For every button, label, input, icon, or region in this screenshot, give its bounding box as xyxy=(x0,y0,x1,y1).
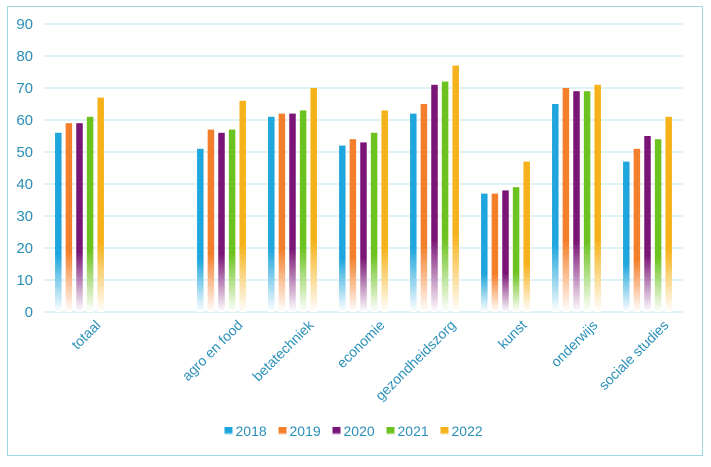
bar-2022-sociale studies xyxy=(665,116,672,312)
bar-2021-agro en food xyxy=(228,129,236,312)
legend-swatch xyxy=(386,427,395,435)
y-tick-label: 40 xyxy=(16,176,33,193)
y-tick-label: 70 xyxy=(16,80,33,97)
y-tick-label: 20 xyxy=(16,240,33,257)
legend-swatch xyxy=(224,427,233,435)
legend-label: 2021 xyxy=(398,423,429,439)
legend-label: 2019 xyxy=(290,423,321,439)
bar-2020-gezondheidszorg xyxy=(431,84,438,312)
bar-2018-kunst xyxy=(481,193,488,312)
bar-2022-agro en food xyxy=(239,100,246,312)
legend-item-2022: 2022 xyxy=(440,423,483,439)
bar-2020-totaal xyxy=(76,123,83,312)
bar-2019-economie xyxy=(349,139,357,312)
legend-label: 2020 xyxy=(344,423,375,439)
y-tick-label: 60 xyxy=(16,112,33,129)
bar-2019-totaal xyxy=(65,123,73,312)
x-axis-labels: totaal agro en food betatechniek economiege… xyxy=(68,316,672,403)
bar-2020-kunst xyxy=(502,190,509,312)
bar-2019-agro en food xyxy=(207,129,215,312)
y-tick-label: 80 xyxy=(16,48,33,65)
x-category-label: kunst xyxy=(495,317,530,352)
bar-2022-kunst xyxy=(523,161,530,312)
legend-swatch xyxy=(332,427,341,435)
bar-2022-onderwijs xyxy=(594,84,601,312)
bar-2018-sociale studies xyxy=(623,161,630,312)
x-category-label: agro en food xyxy=(179,317,246,384)
y-tick-label: 90 xyxy=(16,16,33,33)
legend-item-2018: 2018 xyxy=(224,423,267,439)
x-category-label: economie xyxy=(333,317,387,371)
bar-2018-betatechniek xyxy=(268,116,275,312)
legend-item-2021: 2021 xyxy=(386,423,429,439)
bar-2022-economie xyxy=(381,110,388,313)
bar-2021-totaal xyxy=(86,116,94,312)
bar-2018-onderwijs xyxy=(552,104,559,312)
bar-2021-betatechniek xyxy=(299,110,307,313)
bar-2018-gezondheidszorg xyxy=(410,113,417,312)
y-tick-label: 10 xyxy=(16,272,33,289)
bar-2021-gezondheidszorg xyxy=(441,81,449,312)
bar-2021-economie xyxy=(370,132,378,312)
bar-2018-agro en food xyxy=(197,148,204,312)
y-tick-label: 50 xyxy=(16,144,33,161)
bar-2020-betatechniek xyxy=(289,113,296,312)
bar-2020-sociale studies xyxy=(644,136,651,312)
bar-2019-kunst xyxy=(491,193,499,312)
y-axis-ticks: 0 10 20 30 40 50 60 70 80 90 xyxy=(16,16,33,321)
x-category-label: sociale studies xyxy=(595,317,671,393)
bar-2020-agro en food xyxy=(218,132,225,312)
bar-2019-betatechniek xyxy=(278,113,286,312)
bar-2021-sociale studies xyxy=(654,139,662,312)
legend-item-2020: 2020 xyxy=(332,423,375,439)
bar-2019-gezondheidszorg xyxy=(420,104,428,312)
bar-2019-onderwijs xyxy=(562,88,570,312)
x-category-label: betatechniek xyxy=(249,316,317,384)
bar-2022-betatechniek xyxy=(310,88,317,312)
bar-2020-economie xyxy=(360,142,367,312)
bar-2018-totaal xyxy=(55,132,62,312)
legend-swatch xyxy=(440,427,449,435)
bar-2020-onderwijs xyxy=(573,91,580,312)
bars xyxy=(55,65,672,313)
y-tick-label: 0 xyxy=(25,304,33,321)
bar-2022-gezondheidszorg xyxy=(452,65,459,312)
legend-label: 2022 xyxy=(452,423,483,439)
bar-2019-sociale studies xyxy=(633,148,641,312)
legend: 2018 2019 2020 2021 2022 xyxy=(224,423,483,439)
bar-2021-onderwijs xyxy=(583,91,591,312)
bar-2022-totaal xyxy=(97,97,104,312)
bar-2021-kunst xyxy=(512,187,520,312)
legend-swatch xyxy=(278,427,287,435)
x-category-label: onderwijs xyxy=(547,317,600,370)
x-category-label: totaal xyxy=(68,317,104,353)
y-tick-label: 30 xyxy=(16,208,33,225)
legend-item-2019: 2019 xyxy=(278,423,321,439)
bar-2018-economie xyxy=(339,145,346,312)
legend-label: 2018 xyxy=(236,423,267,439)
